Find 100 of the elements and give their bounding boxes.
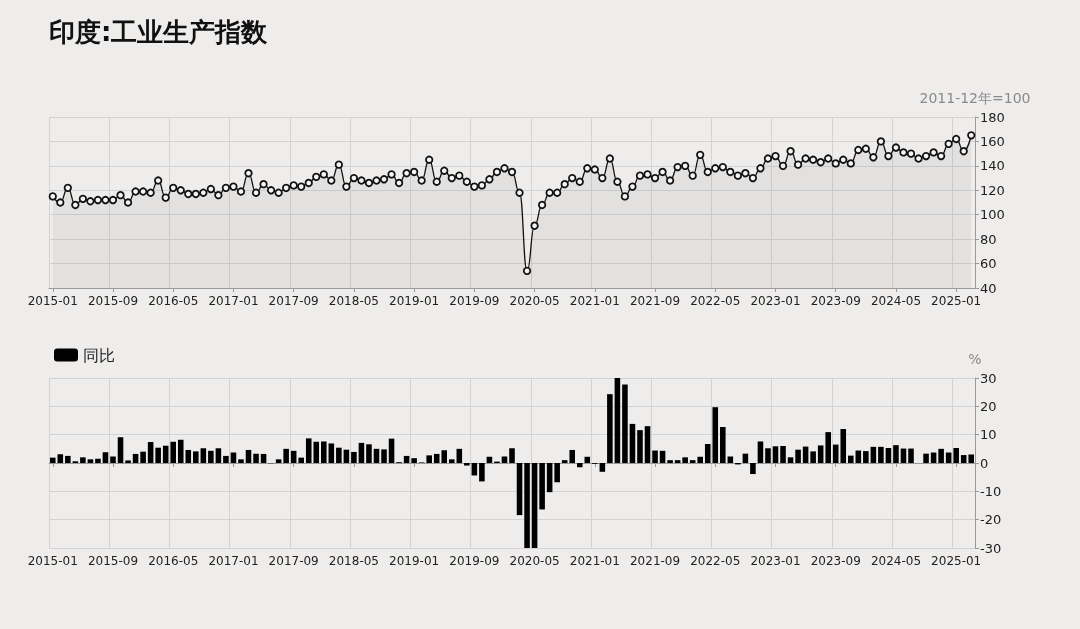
y-tick-label: 20 [980,398,997,414]
legend-label: 同比 [83,345,115,365]
bar [878,446,884,463]
bar [727,456,734,463]
bar [524,463,530,548]
bar [893,445,899,463]
bar [464,463,470,466]
bar [584,456,591,463]
x-tick-label: 2021-09 [629,554,681,568]
bar [561,460,568,463]
x-tick-label: 2020-05 [509,294,560,308]
bar [622,384,628,463]
bar [810,451,816,463]
bar [80,457,86,463]
bar [193,451,199,463]
bar [637,430,643,463]
bar [953,447,959,463]
bar [667,460,673,463]
bar [923,453,929,463]
bar [208,450,214,463]
bar [599,463,606,472]
x-tick-label: 2023-09 [810,554,861,568]
bar [689,460,696,463]
bar [170,441,177,463]
bar [223,455,229,463]
bar [200,448,207,463]
y-axis-title: 2011-12年=100 [919,90,1031,106]
bar [968,454,975,463]
x-tick-label: 2018-05 [328,294,379,308]
y-tick-label: 100 [980,207,1005,223]
bar [336,447,342,463]
x-tick-label: 2017-09 [268,554,319,568]
bar [960,455,967,463]
bar [674,460,681,463]
bar [57,454,64,463]
bar [720,427,726,463]
x-tick-label: 2019-09 [449,294,500,308]
x-tick-label: 2023-01 [750,294,801,308]
bar [787,457,794,463]
chart-title: 印度:工业生产指数 [49,17,269,47]
bar [411,458,417,463]
x-tick-label: 2019-01 [389,294,440,308]
bar [102,452,109,463]
x-tick-label: 2017-01 [208,554,259,568]
x-tick-label: 2020-05 [509,554,560,568]
y-tick-label: 30 [980,370,997,386]
y-tick-label: -20 [980,512,1002,528]
bar [614,378,621,463]
bar [863,451,869,463]
bar [750,463,756,475]
bar [607,394,613,463]
y-tick-label: 10 [980,427,997,443]
bar [531,463,538,548]
bar [328,443,335,463]
x-tick-label: 2024-05 [870,554,922,568]
bar [215,448,222,463]
x-tick-label: 2023-09 [810,294,861,308]
x-tick-label: 2021-01 [569,294,620,308]
bar [516,463,523,516]
bar [697,456,703,463]
x-tick-label: 2018-05 [328,554,379,568]
bar [825,432,831,463]
y-tick-label: 40 [980,280,997,296]
bar [509,448,515,463]
x-tick-label: 2019-09 [449,554,500,568]
y-axis-title: % [968,351,982,367]
bar [117,437,124,463]
bar [140,451,146,463]
y-tick-label: 160 [980,133,1005,149]
bar [147,442,154,463]
bar [95,458,101,463]
x-tick-label: 2015-01 [27,554,78,568]
bar [381,449,387,463]
y-tick-label: 80 [980,231,997,247]
bar [652,450,658,463]
bar [479,463,485,482]
bar [403,455,410,463]
y-tick-label: 0 [980,455,989,471]
bar [426,455,432,463]
bar [49,457,56,463]
bar [765,448,771,463]
bar [448,459,455,463]
bar [253,453,259,463]
bar [569,449,576,463]
x-tick-label: 2015-09 [87,554,139,568]
bar [155,447,161,463]
x-tick-label: 2025-01 [931,554,982,568]
x-tick-label: 2017-01 [208,294,259,308]
bar [817,445,824,463]
bar [908,448,914,463]
y-tick-label: -30 [980,540,1002,556]
bar [366,444,372,463]
y-tick-label: 120 [980,182,1005,198]
x-tick-label: 2024-05 [870,294,922,308]
x-tick-label: 2021-01 [569,554,620,568]
x-tick-label: 2019-01 [389,554,440,568]
bar [110,456,116,463]
bar [644,426,651,463]
x-tick-label: 2016-05 [148,294,199,308]
bar [321,441,327,463]
